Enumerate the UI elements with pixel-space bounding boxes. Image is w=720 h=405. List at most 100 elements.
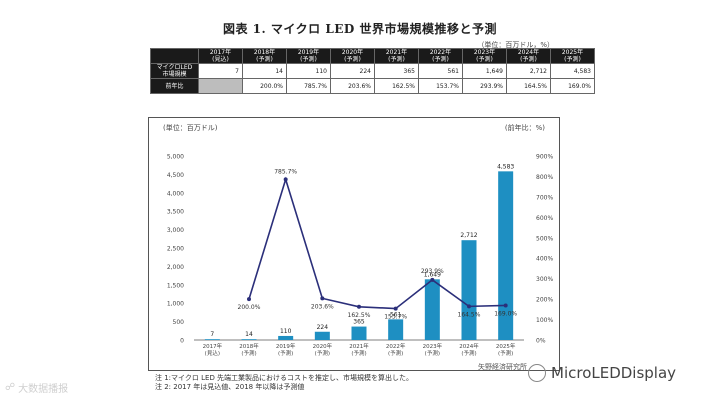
- wechat-icon: [528, 364, 546, 382]
- category-label: 2025年: [496, 342, 516, 350]
- bar-value-label: 224: [317, 324, 329, 331]
- right-tick-label: 400%: [536, 256, 553, 263]
- right-tick-label: 300%: [536, 276, 553, 283]
- category-label: 2024年: [459, 342, 479, 350]
- table-cell: 14: [242, 63, 287, 79]
- growth-value-label: 169.0%: [494, 310, 517, 317]
- category-label: 2022年: [386, 342, 406, 350]
- table-header-row: 2017年 (見込) 2018年 (予測) 2019年 (予測) 2020年 (予測) …: [150, 48, 595, 64]
- growth-point: [320, 296, 325, 301]
- left-tick-label: 1,000: [167, 301, 184, 308]
- table-corner: [150, 48, 199, 64]
- growth-value-label: 153.7%: [384, 314, 407, 321]
- right-tick-label: 0%: [536, 338, 546, 345]
- growth-value-label: 162.5%: [348, 312, 371, 319]
- right-tick-label: 700%: [536, 194, 553, 201]
- bar-value-label: 561: [390, 311, 402, 318]
- category-label: 2019年: [276, 342, 296, 350]
- footnote-2: 注 2: 2017 年は見込値、2018 年以降は予測値: [155, 383, 305, 391]
- right-tick-label: 900%: [536, 154, 553, 161]
- category-label: (予測): [461, 349, 476, 357]
- growth-point: [283, 177, 288, 182]
- table-cell: 785.7%: [286, 78, 331, 94]
- table-row-label: 前年比: [150, 78, 199, 94]
- category-label: 2018年: [239, 342, 259, 350]
- category-label: 2020年: [313, 342, 333, 350]
- bar-value-label: 14: [245, 331, 253, 338]
- left-tick-label: 1,500: [167, 282, 184, 289]
- table-cell: 365: [374, 63, 419, 79]
- table-header: 2020年 (予測): [330, 48, 375, 64]
- table-row-label: マイクロLED 市場規模: [150, 63, 199, 79]
- bar-value-label: 1,649: [424, 271, 441, 278]
- watermark-left-text: 大数据播报: [18, 384, 69, 395]
- table-cell: 200.0%: [242, 78, 287, 94]
- table-cell: 110: [286, 63, 331, 79]
- bar: [241, 339, 257, 340]
- table-cell: 169.0%: [550, 78, 595, 94]
- right-tick-label: 200%: [536, 297, 553, 304]
- data-table: 2017年 (見込) 2018年 (予測) 2019年 (予測) 2020年 (予測) …: [150, 48, 595, 94]
- table-cell: [198, 78, 243, 94]
- table-row: マイクロLED 市場規模 7 14 110 224 365 561 1,649 2…: [150, 63, 595, 79]
- right-tick-label: 600%: [536, 215, 553, 222]
- table-header: 2021年 (予測): [374, 48, 419, 64]
- chart-title: 図表 1. マイクロ LED 世界市場規模推移と予測: [223, 22, 497, 36]
- bar: [314, 331, 330, 340]
- growth-point: [430, 277, 435, 282]
- left-tick-label: 2,500: [167, 246, 184, 253]
- growth-point: [393, 306, 398, 311]
- growth-value-label: 203.6%: [311, 303, 334, 310]
- table-cell: 203.6%: [330, 78, 375, 94]
- table-cell: 293.9%: [462, 78, 507, 94]
- left-tick-label: 5,000: [167, 154, 184, 161]
- left-tick-label: 0: [180, 338, 184, 345]
- bar-value-label: 7: [210, 331, 214, 338]
- link-icon: ☍: [5, 382, 16, 393]
- bar-value-label: 2,712: [460, 232, 477, 239]
- category-label: (予測): [278, 349, 293, 357]
- bar: [204, 339, 220, 340]
- growth-point: [247, 297, 251, 302]
- bar: [498, 171, 514, 340]
- table-cell: 224: [330, 63, 375, 79]
- growth-value-label: 785.7%: [274, 168, 297, 175]
- category-label: (予測): [498, 349, 513, 357]
- table-cell: 4,583: [550, 63, 595, 79]
- watermark-left: ☍ 大数据播报: [5, 380, 68, 395]
- left-tick-label: 4,500: [167, 172, 184, 179]
- category-label: (予測): [425, 349, 440, 357]
- table-cell: 162.5%: [374, 78, 419, 94]
- unit-note: （単位：百万ドル，%）: [477, 41, 554, 49]
- source-label: 矢野経済研究所: [478, 363, 527, 371]
- bar-value-label: 110: [280, 328, 292, 335]
- growth-value-label: 164.5%: [458, 311, 481, 318]
- category-label: (予測): [388, 349, 403, 357]
- growth-point: [357, 304, 361, 309]
- table-header: 2019年 (予測): [286, 48, 331, 64]
- bar-value-label: 4,583: [497, 163, 514, 170]
- table-cell: 164.5%: [506, 78, 551, 94]
- table-cell: 2,712: [506, 63, 551, 79]
- growth-value-label: 293.9%: [421, 268, 444, 275]
- left-axis-title: (単位：百万ドル): [163, 123, 218, 132]
- table-row: 前年比 200.0% 785.7% 203.6% 162.5% 153.7% 2…: [150, 78, 595, 94]
- category-label: (予測): [351, 349, 366, 357]
- bar: [461, 240, 477, 340]
- right-tick-label: 100%: [536, 317, 553, 324]
- category-label: (予測): [241, 349, 256, 357]
- category-label: (予測): [315, 349, 330, 357]
- category-label: 2023年: [423, 342, 443, 350]
- left-tick-label: 500: [173, 319, 185, 326]
- left-tick-label: 3,000: [167, 227, 184, 234]
- category-label: 2021年: [349, 342, 369, 350]
- left-tick-label: 4,000: [167, 190, 184, 197]
- table-header: 2025年 (予測): [550, 48, 595, 64]
- growth-point: [503, 303, 508, 308]
- watermark-right: MicroLEDDisplay: [528, 364, 676, 382]
- table-cell: 153.7%: [418, 78, 463, 94]
- category-label: (見込): [205, 349, 220, 357]
- combo-chart: (単位：百万ドル) (前年比：%) 0 500 1,000 1,500 2,000 2,500…: [163, 123, 553, 357]
- growth-line: [248, 176, 506, 310]
- left-tick-label: 2,000: [167, 264, 184, 271]
